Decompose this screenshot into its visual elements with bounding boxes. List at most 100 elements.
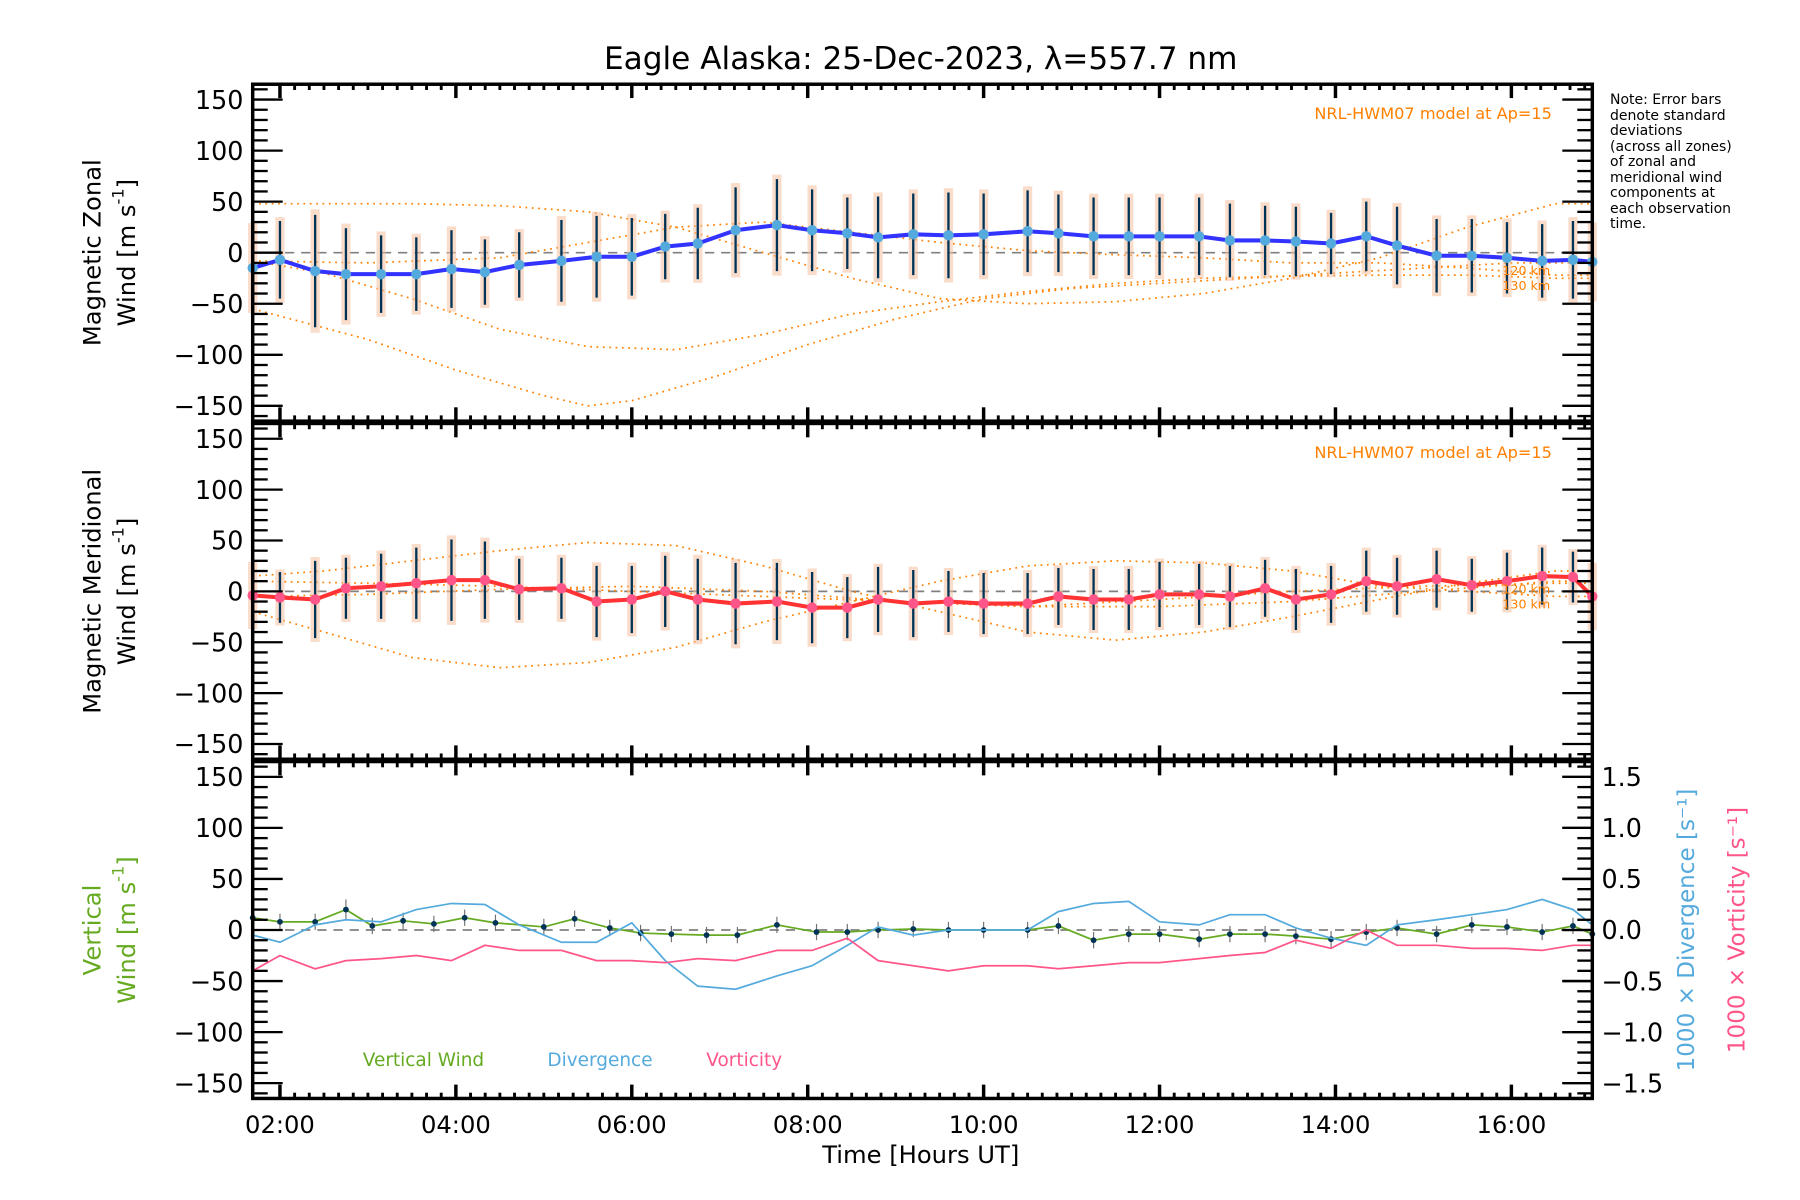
vertical-wind-point (431, 920, 437, 927)
zonal-wind-point (1259, 235, 1271, 246)
zonal-wind-point (1567, 254, 1579, 266)
x-tick-label: 08:00 (773, 1111, 843, 1139)
zonal-wind-point (1053, 228, 1064, 239)
x-tick-label: 12:00 (1125, 1111, 1195, 1139)
vertical-wind-point (844, 929, 851, 935)
vorticity-axis-label: 1000 × Vorticity [s⁻¹] (1725, 807, 1751, 1053)
zonal-wind-point (1501, 252, 1513, 263)
meridional-wind-point (340, 583, 352, 594)
meridional-wind-point (274, 592, 286, 603)
vertical-wind-point (312, 918, 319, 925)
zonal-wind-point (375, 268, 387, 280)
y-tick-label: 50 (211, 187, 243, 217)
model-level-120km: 120 km (1502, 263, 1550, 278)
model-label: NRL-HWM07 model at Ap=15 (1314, 443, 1552, 462)
zonal-wind-point (771, 219, 783, 231)
zonal-wind-point (411, 268, 422, 280)
meridional-wind-point (1053, 591, 1064, 602)
vertical-wind-point (1293, 933, 1299, 940)
zonal-wind-point (1466, 250, 1477, 261)
y-tick-label: 100 (195, 475, 243, 505)
model-level-120km: 120 km (1502, 581, 1550, 596)
y2-tick-label: −1.5 (1602, 1068, 1664, 1098)
figure-title: Eagle Alaska: 25-Dec-2023, λ=557.7 nm (604, 41, 1238, 77)
y2-tick-label: 1.5 (1602, 762, 1642, 792)
y-tick-label: −150 (174, 1068, 244, 1098)
error-bar-note: Note: Error bars denote standard deviati… (1610, 92, 1732, 232)
divergence-line (252, 898, 1593, 991)
vertical-wind-point (369, 923, 376, 929)
meridional-wind-point (692, 594, 703, 605)
zonal-wind-point (340, 268, 352, 280)
vertical-wind-point (540, 924, 547, 930)
y2-tick-label: −0.5 (1602, 966, 1664, 996)
zonal-wind-point (309, 265, 321, 277)
vertical-wind-point (400, 917, 406, 924)
meridional-wind-point (943, 596, 954, 607)
meridional-wind-point (1431, 573, 1442, 585)
y-tick-label: 50 (211, 864, 243, 894)
y2-tick-label: −1.0 (1602, 1017, 1664, 1047)
meridional-wind-point (1123, 594, 1134, 605)
zonal-wind-point (1154, 231, 1165, 242)
y-tick-label: 0 (227, 238, 243, 268)
meridional-wind-point (411, 578, 422, 589)
zonal-wind-point (1431, 250, 1442, 261)
vertical-wind-point (571, 915, 578, 922)
x-tick-label: 06:00 (597, 1111, 667, 1139)
vertical-wind-point (1570, 923, 1576, 929)
y2-tick-label: 1.0 (1602, 813, 1642, 843)
vertical-wind-point (277, 918, 283, 925)
zonal-wind-point (446, 263, 457, 275)
zonal-wind-line (252, 223, 1593, 277)
zonal-wind-point (978, 229, 989, 240)
vertical-wind-point (734, 932, 741, 938)
model-level-130km: 130 km (1502, 278, 1550, 293)
model-merid-3 (252, 580, 1593, 608)
meridional-wind-point (479, 574, 491, 586)
model-level-130km: 130 km (1502, 596, 1550, 611)
y-axis-label: Vertical Wind [m s-1] (78, 856, 141, 1003)
y-tick-label: −150 (174, 391, 244, 421)
zonal-wind-point (1536, 255, 1548, 267)
meridional-wind-point (446, 574, 457, 586)
zonal-wind-point (908, 229, 919, 240)
zonal-wind-point (1224, 235, 1236, 246)
x-axis-label: Time [Hours UT] (821, 1141, 1019, 1169)
vertical-wind-point (1539, 929, 1546, 935)
zonal-wind-point (1022, 226, 1033, 237)
zonal-wind-point (514, 259, 525, 271)
zonal-wind-point (1088, 231, 1099, 242)
zonal-wind-point (556, 255, 567, 267)
meridional-wind-point (730, 598, 741, 609)
zonal-wind-point (1193, 231, 1205, 242)
x-tick-label: 02:00 (245, 1111, 315, 1139)
meridional-wind-point (626, 594, 637, 605)
meridional-wind-point (908, 598, 919, 609)
y-axis-label-line2: Wind [m s-1] (108, 518, 141, 665)
y-tick-label: −50 (190, 289, 244, 319)
model-label: NRL-HWM07 model at Ap=15 (1314, 104, 1552, 123)
y-axis-label: Magnetic Zonal Wind [m s-1] (78, 159, 141, 346)
meridional-wind-point (556, 583, 567, 594)
y-axis-label-line1: Vertical (78, 885, 106, 976)
x-tick-label: 16:00 (1476, 1111, 1546, 1139)
meridional-wind-point (1501, 575, 1513, 587)
meridional-wind-point (1361, 575, 1372, 587)
meridional-wind-point (1391, 581, 1403, 592)
y-tick-label: −50 (190, 966, 244, 996)
meridional-wind-point (375, 581, 387, 592)
y2-tick-label: 0.0 (1602, 915, 1642, 945)
zonal-wind-point (872, 232, 884, 243)
vertical-wind-point (343, 906, 349, 913)
vertical-wind-point (910, 926, 917, 932)
y-tick-label: 100 (195, 813, 243, 843)
zonal-wind-point (479, 266, 491, 278)
meridional-wind-point (309, 594, 321, 605)
vertical-wind-point (1156, 931, 1163, 937)
model-zonal-3 (252, 202, 1593, 305)
legend-item: Divergence (547, 1050, 652, 1071)
x-tick-label: 14:00 (1301, 1111, 1371, 1139)
vertical-wind-point (1227, 931, 1233, 937)
meridional-wind-point (1466, 580, 1477, 591)
